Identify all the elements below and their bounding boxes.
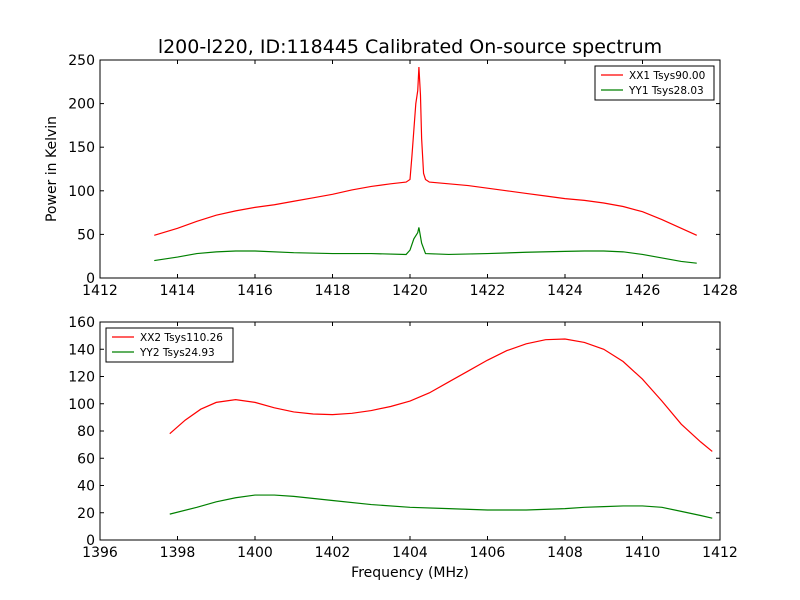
x-tick-label: 1410: [625, 545, 661, 561]
legend-box: [105, 327, 234, 363]
y-tick-label: 0: [86, 533, 95, 549]
series-line-yy1-tsys28-03: [154, 227, 697, 264]
x-tick-label: 1414: [160, 283, 196, 299]
y-tick-label: 100: [68, 184, 95, 200]
x-tick-label: 1396: [82, 545, 118, 561]
x-tick-label: 1402: [315, 545, 351, 561]
legend-label: YY1 Tsys28.03: [628, 85, 704, 97]
y-tick-label: 200: [68, 97, 95, 113]
y-tick-label: 80: [77, 424, 95, 440]
y-tick-label: 120: [68, 370, 95, 386]
bottom-plot: 1396 1398 1400 1402 1404 1406 1408 1410 1412 0 20 4…: [68, 315, 738, 581]
legend: XX1 Tsys90.00 YY1 Tsys28.03: [594, 65, 715, 101]
y-tick-label: 140: [68, 342, 95, 358]
y-tick-label: 150: [68, 140, 95, 156]
y-tick-label: 100: [68, 397, 95, 413]
legend-label: YY2 Tsys24.93: [139, 347, 215, 359]
x-axis-label: Frequency (MHz): [351, 565, 469, 581]
series-line-xx1-tsys90-00: [154, 66, 697, 236]
y-tick-label: 160: [68, 315, 95, 331]
series-line-yy2-tsys24-93: [169, 494, 713, 519]
x-tick-label: 1406: [470, 545, 506, 561]
x-tick-label: 1424: [547, 283, 583, 299]
x-tick-label: 1420: [392, 283, 428, 299]
x-tick-label: 1416: [237, 283, 273, 299]
y-tick-label: 0: [86, 271, 95, 287]
x-tick-label: 1412: [702, 545, 738, 561]
legend-label: XX1 Tsys90.00: [629, 70, 705, 82]
figure-title: l200-l220, ID:118445 Calibrated On-sourc…: [158, 36, 662, 58]
x-tick-label: 1428: [702, 283, 738, 299]
x-tick-label: 1426: [625, 283, 661, 299]
x-tick-label: 1408: [547, 545, 583, 561]
x-tick-label: 1422: [470, 283, 506, 299]
x-tick-label: 1398: [160, 545, 196, 561]
y-tick-label: 250: [68, 53, 95, 69]
legend-box: [594, 65, 715, 101]
y-tick-label: 60: [77, 451, 95, 467]
x-tick-label: 1418: [315, 283, 351, 299]
legend: XX2 Tsys110.26 YY2 Tsys24.93: [105, 327, 234, 363]
y-tick-label: 20: [77, 506, 95, 522]
series-line-xx2-tsys110-26: [169, 338, 713, 452]
y-tick-label: 50: [77, 227, 95, 243]
x-tick-label: 1412: [82, 283, 118, 299]
y-tick-label: 40: [77, 479, 95, 495]
x-tick-label: 1400: [237, 545, 273, 561]
y-axis-label: Power in Kelvin: [44, 116, 60, 222]
legend-label: XX2 Tsys110.26: [140, 332, 223, 344]
top-plot: 1412 1414 1416 1418 1420 1422 1424 1426 1428 0 50 1…: [44, 53, 738, 299]
x-tick-label: 1404: [392, 545, 428, 561]
